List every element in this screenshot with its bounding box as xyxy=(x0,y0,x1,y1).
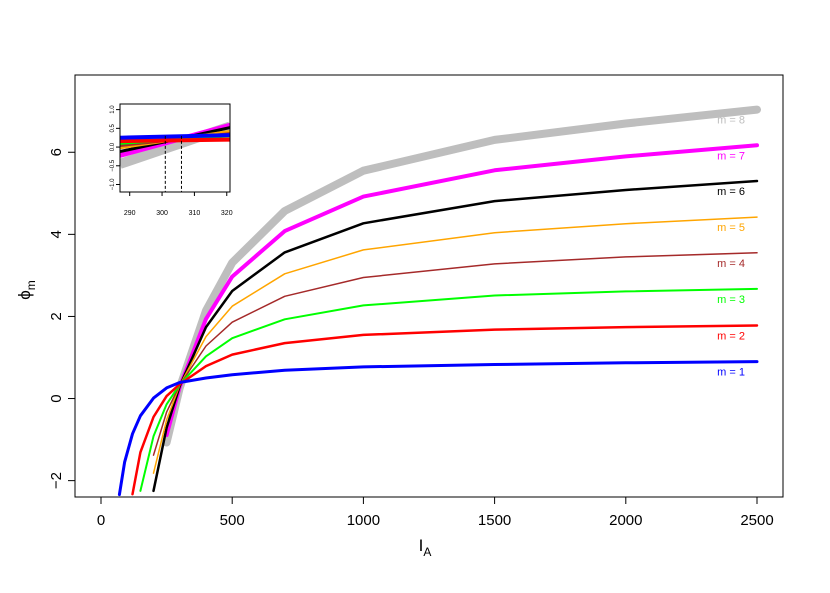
series-label-m3: m = 3 xyxy=(717,294,745,306)
series-label-m6: m = 6 xyxy=(717,186,745,198)
y-axis: −2 0 2 4 6 xyxy=(48,148,75,489)
x-tick-label: 1500 xyxy=(478,512,511,529)
series-label-m7: m = 7 xyxy=(717,150,745,162)
inset-y-tick-label: −1.0 xyxy=(110,178,116,191)
series-line-m8 xyxy=(162,105,761,447)
x-tick-label: 2000 xyxy=(609,512,642,529)
inset-x-tick-label: 290 xyxy=(124,210,136,217)
x-axis-label: IA xyxy=(419,536,432,559)
inset-series-line xyxy=(120,133,230,140)
x-tick-label: 1000 xyxy=(347,512,380,529)
x-axis-label-main: I xyxy=(419,536,424,555)
inset-y-tick-label: 0.0 xyxy=(110,142,116,151)
y-tick-label: 6 xyxy=(48,148,65,156)
y-tick-label: 4 xyxy=(48,230,65,238)
series-line-m3 xyxy=(139,287,758,492)
series-line-m6 xyxy=(152,179,759,493)
series-line-m1 xyxy=(117,360,759,497)
y-tick-label: 2 xyxy=(48,312,65,320)
series-label-m4: m = 4 xyxy=(717,258,745,270)
x-axis-label-sub: A xyxy=(423,545,431,559)
inset-chart: 290 300 310 320 −1.0 −0.5 0.0 0.5 1.0 xyxy=(110,103,233,217)
y-axis-label-sub: m xyxy=(24,280,38,290)
inset-y-tick-label: −0.5 xyxy=(110,159,116,172)
inset-frame xyxy=(119,103,231,193)
series-label-m2: m = 2 xyxy=(717,330,745,342)
x-tick-label: 500 xyxy=(220,512,245,529)
series-line-m2 xyxy=(131,324,759,496)
inset-x-tick-label: 310 xyxy=(189,210,201,217)
inset-y-tick-label: 0.5 xyxy=(110,124,116,133)
series-label-m5: m = 5 xyxy=(717,222,745,234)
x-tick-label: 2500 xyxy=(740,512,773,529)
y-axis-label-main: ϕ xyxy=(15,290,34,300)
series-labels: m = 8 m = 7 m = 6 m = 5 m = 4 m = 3 m = 2 m = 1 xyxy=(717,115,745,379)
main-plot-area xyxy=(117,105,761,497)
inset-y-axis: −1.0 −0.5 0.0 0.5 1.0 xyxy=(110,105,120,191)
inset-x-tick-label: 320 xyxy=(221,210,233,217)
y-tick-label: 0 xyxy=(48,394,65,402)
x-tick-label: 0 xyxy=(97,512,105,529)
inset-series-line xyxy=(120,137,230,144)
series-label-m1: m = 1 xyxy=(717,367,745,379)
series-line-m5 xyxy=(152,216,758,474)
inset-y-tick-label: 1.0 xyxy=(110,105,116,114)
inset-plot-area xyxy=(120,121,230,192)
x-axis: 0 500 1000 1500 2000 2500 xyxy=(97,496,774,529)
y-axis-label: ϕm xyxy=(15,280,38,300)
y-tick-label: −2 xyxy=(48,472,65,489)
inset-x-tick-label: 300 xyxy=(156,210,168,217)
inset-x-axis: 290 300 310 320 xyxy=(124,192,233,217)
series-label-m8: m = 8 xyxy=(717,115,745,127)
series-line-m4 xyxy=(152,252,758,456)
